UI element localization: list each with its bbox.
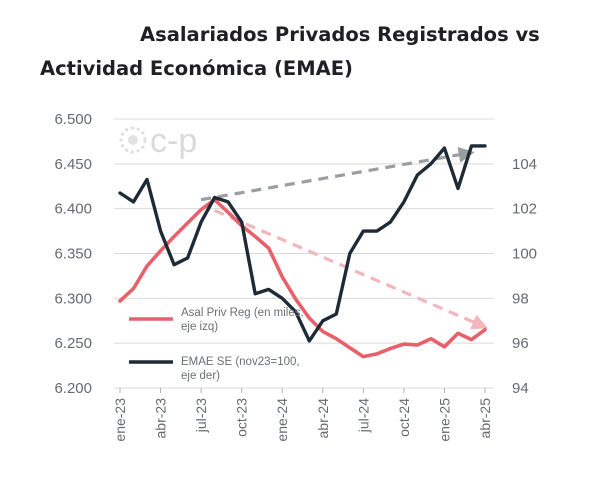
x-tick-label: jul-23 [193,398,209,433]
y-right-tick-label: 96 [512,335,529,352]
y-left-tick-label: 6.200 [54,380,92,397]
watermark-logo: c-p [119,122,197,160]
y-left-tick-label: 6.250 [54,335,92,352]
x-tick-label: jul-24 [355,398,371,433]
legend-label-emae-line2: eje der) [181,370,220,382]
y-right-tick-label: 98 [512,290,529,307]
y-left-tick-label: 6.450 [54,156,92,173]
x-tick-label: ene-23 [112,398,128,442]
legend: Asal Priv Reg (en miles, eje izq) EMAE S… [129,307,304,382]
watermark-text: c-p [150,122,197,160]
trend-arrow-emae [200,146,475,202]
legend-label-emae-line1: EMAE SE (nov23=100, [181,356,300,368]
x-tick-label: abr-25 [477,398,493,439]
x-tick-label: oct-23 [234,398,250,437]
y-right-tick-label: 94 [512,380,529,397]
trend-arrow-salaried [213,208,488,330]
legend-label-salaried-line2: eje izq) [181,321,218,333]
legend-label-salaried-line1: Asal Priv Reg (en miles, [181,307,304,319]
y-left-tick-label: 6.300 [54,290,92,307]
x-tick-label: ene-25 [436,398,452,442]
y-left-tick-label: 6.500 [54,111,92,128]
x-tick-label: abr-23 [153,398,169,439]
series-line-salaried [118,197,487,359]
chart-title: Asalariados Privados Registrados vs Acti… [0,18,589,86]
chart-title-line-2: Actividad Económica (EMAE) [40,57,353,80]
y-right-tick-label: 100 [512,246,537,263]
chart-title-line-1: Asalariados Privados Registrados vs [140,23,540,46]
y-left-tick-label: 6.350 [54,246,92,263]
series-line-emae [118,144,487,343]
x-tick-label: abr-24 [315,398,331,439]
y-right-tick-label: 102 [512,201,537,218]
y-right-tick-label: 104 [512,156,537,173]
x-tick-label: oct-24 [396,398,412,437]
x-tick-label: ene-24 [274,398,290,442]
y-left-tick-label: 6.400 [54,201,92,218]
